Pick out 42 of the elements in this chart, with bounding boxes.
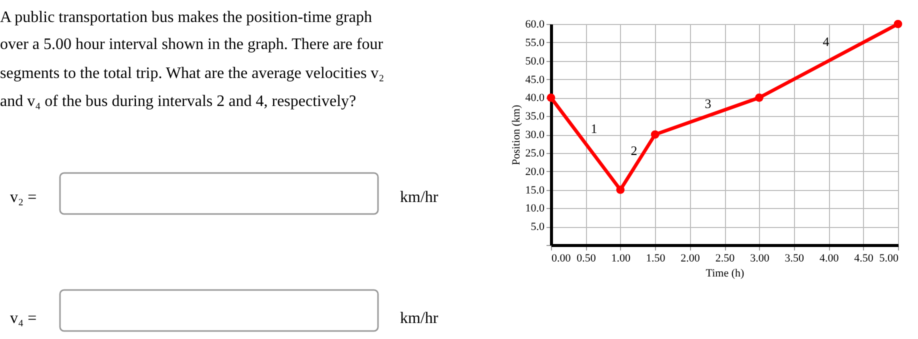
y-tick-label: 15.0 [525, 184, 545, 196]
y-tick-label: 10.0 [525, 202, 545, 215]
x-tick-label: 0.00 [552, 252, 572, 264]
y-tick-label: 50.0 [525, 55, 545, 68]
y-tick-label: 55.0 [525, 36, 545, 49]
text: v₄ = [10, 310, 37, 327]
y-tick-label: 25.0 [525, 147, 545, 160]
y-tick-label: 45.0 [525, 74, 545, 86]
y-tick-label: 5.0 [530, 221, 545, 234]
y-axis-title: Position (km) [510, 104, 522, 166]
y-tick-label: 20.0 [525, 166, 545, 178]
x-tick-label: 4.50 [854, 252, 874, 264]
point [894, 20, 902, 28]
y-tick-label: 35.0 [525, 110, 545, 123]
x-tick-label: 4.00 [819, 252, 840, 264]
y-tick-label: 60.0 [525, 18, 545, 30]
text: over a 5.00 hour interval shown in the graph. There are four [0, 36, 384, 53]
annotation: 1 [590, 121, 598, 136]
annotation: 3 [704, 96, 712, 111]
point [546, 93, 556, 102]
annotation: 2 [630, 143, 638, 158]
text: km/hr [400, 189, 439, 206]
text: segments to the total trip. What are the average velocities v₂ [0, 65, 384, 82]
point [755, 93, 764, 102]
x-tick-label: 1.00 [611, 252, 632, 264]
text: km/hr [400, 310, 439, 327]
x-tick-label: 0.50 [576, 252, 596, 264]
x-tick-label: 3.50 [784, 252, 805, 264]
text: A public transportation bus makes the position-time graph [0, 9, 372, 26]
annotation: 4 [822, 34, 830, 49]
point [616, 186, 625, 194]
x-axis-title: Time (h) [706, 268, 745, 280]
text: v₂ = [10, 189, 37, 206]
x-tick-label: 5.00 [879, 252, 899, 264]
point [650, 130, 660, 139]
y-tick-label: 40.0 [525, 92, 545, 104]
y-tick-label: 30.0 [525, 129, 545, 141]
x-tick-label: 2.00 [680, 252, 700, 264]
text: and v₄ of the bus during intervals 2 and 4, respectively? [0, 93, 356, 110]
x-tick-label: 2.50 [715, 252, 736, 264]
x-tick-label: 3.00 [750, 252, 770, 264]
x-tick-label: 1.50 [646, 252, 666, 264]
